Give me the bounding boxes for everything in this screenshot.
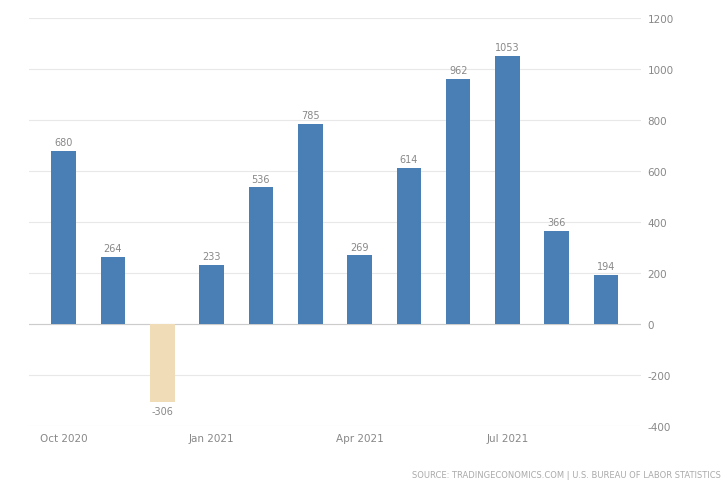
Bar [298,125,323,324]
Text: 1053: 1053 [495,43,520,53]
Text: 269: 269 [350,242,369,252]
Text: 785: 785 [301,111,320,121]
Bar [51,151,76,324]
Text: 536: 536 [252,174,270,184]
Text: 680: 680 [55,138,73,148]
Bar [100,257,125,324]
Bar [347,256,372,324]
Bar [199,265,224,324]
Text: 614: 614 [400,154,418,165]
Bar [397,168,422,324]
Bar [495,57,520,324]
Text: 366: 366 [547,217,566,227]
Bar [248,188,273,324]
Bar [545,231,569,324]
Bar [150,324,175,402]
Text: 233: 233 [202,251,221,261]
Text: SOURCE: TRADINGECONOMICS.COM | U.S. BUREAU OF LABOR STATISTICS: SOURCE: TRADINGECONOMICS.COM | U.S. BURE… [412,470,721,479]
Bar [594,275,619,324]
Text: 962: 962 [449,66,467,76]
Bar [446,80,470,324]
Text: 264: 264 [103,243,122,254]
Text: -306: -306 [151,406,173,416]
Text: 194: 194 [597,261,615,271]
